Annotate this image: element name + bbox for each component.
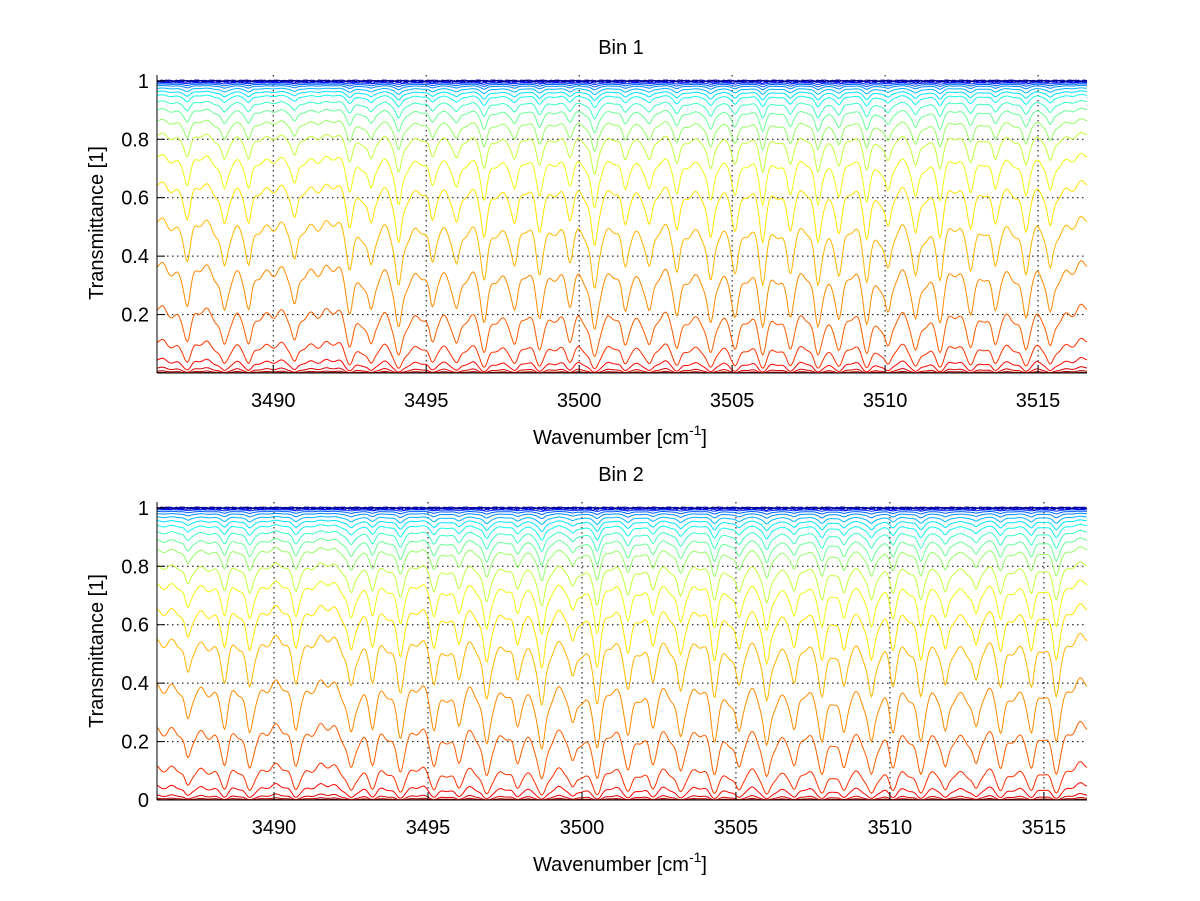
series-line [156, 215, 1088, 290]
y-tick-label: 0 [138, 790, 149, 812]
series-line [156, 83, 1088, 88]
series-line [156, 337, 1088, 370]
x-tick-label: 3515 [1022, 817, 1067, 839]
y-tick-label: 0.4 [121, 673, 149, 695]
tick-labels: 3490 3495 3500 3505 3510 3515 0.2 0.4 0.6 0.8 1 [121, 71, 1060, 412]
chart-title: Bin 2 [598, 464, 644, 486]
y-tick-label: 0.8 [121, 556, 149, 578]
series-group [156, 506, 1088, 801]
x-tick-label: 3505 [710, 390, 755, 412]
x-tick-label: 3495 [406, 817, 451, 839]
series-line [156, 546, 1088, 582]
x-axis-label-superscript: -1 [689, 422, 702, 438]
series-line [156, 107, 1088, 134]
series-line [156, 523, 1088, 541]
series-line [156, 537, 1088, 566]
series-line [156, 797, 1088, 801]
y-tick-label: 0.2 [121, 305, 149, 327]
y-tick-label: 0.2 [121, 732, 149, 754]
axes [156, 502, 1087, 801]
tick-labels: 3490 3495 3500 3505 3510 3515 0 0.2 0.4 0.6 0.8 1 [121, 498, 1066, 839]
series-line [156, 519, 1088, 532]
series-line [156, 720, 1088, 780]
series-line [156, 356, 1088, 373]
x-axis-label-superscript: -1 [689, 849, 702, 865]
series-line [156, 131, 1088, 175]
x-axis-label: Wavenumber [cm-1] [533, 422, 707, 449]
series-line [156, 761, 1088, 796]
x-axis-label-end: ] [701, 427, 707, 449]
series-line [156, 603, 1088, 669]
y-tick-label: 1 [138, 498, 149, 520]
series-line [156, 87, 1087, 96]
x-tick-label: 3510 [868, 817, 913, 839]
series-group [156, 79, 1088, 374]
y-axis-label: Transmittance [1] [86, 574, 108, 728]
series-line [156, 84, 1088, 91]
series-line [156, 260, 1088, 330]
x-axis-label-end: ] [701, 854, 707, 876]
y-tick-label: 1 [138, 71, 149, 93]
y-tick-label: 0.6 [121, 188, 149, 210]
x-axis-label-main: Wavenumber [cm [533, 854, 689, 876]
chart-panel-bin-1: Bin 1 Transmittance [1] Wavenumber [cm-1… [86, 37, 1088, 449]
series-line [156, 561, 1088, 607]
series-line [156, 90, 1088, 101]
series-line [156, 515, 1088, 525]
series-line [156, 94, 1088, 108]
x-tick-label: 3490 [252, 817, 297, 839]
x-tick-label: 3515 [1016, 390, 1061, 412]
x-tick-label: 3505 [714, 817, 759, 839]
y-axis-label: Transmittance [1] [86, 146, 108, 300]
series-line [156, 782, 1088, 800]
series-line [156, 118, 1088, 153]
series-line [156, 506, 1088, 510]
series-line [156, 579, 1088, 635]
series-line [156, 632, 1088, 706]
series-line [157, 82, 1087, 86]
series-line [156, 303, 1088, 358]
x-tick-label: 3500 [557, 390, 602, 412]
x-tick-label: 3510 [863, 390, 908, 412]
x-tick-label: 3490 [251, 390, 296, 412]
x-tick-label: 3500 [560, 817, 605, 839]
series-line [156, 677, 1088, 750]
series-line [156, 180, 1088, 247]
series-line [156, 79, 1088, 83]
y-tick-label: 0.8 [121, 129, 149, 151]
series-line [157, 510, 1087, 515]
series-line [156, 512, 1088, 520]
chart-panel-bin-2: Bin 2 Transmittance [1] Wavenumber [cm-1… [86, 464, 1088, 876]
series-line [156, 366, 1088, 374]
series-line [156, 529, 1088, 552]
x-axis-label: Wavenumber [cm-1] [533, 849, 707, 876]
series-line [156, 153, 1088, 209]
chart-title: Bin 1 [598, 37, 644, 59]
y-tick-label: 0.4 [121, 246, 149, 268]
x-axis-label-main: Wavenumber [cm [533, 427, 689, 449]
axes [156, 75, 1087, 374]
series-line [156, 792, 1088, 801]
series-line [156, 100, 1088, 120]
y-tick-label: 0.6 [121, 615, 149, 637]
x-tick-label: 3495 [404, 390, 449, 412]
